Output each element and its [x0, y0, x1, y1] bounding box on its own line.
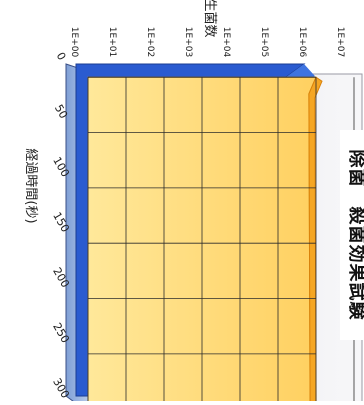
y-tick-label: 1E+01 [107, 27, 117, 57]
series-1-edge [308, 76, 323, 405]
y-tick-label: 1E+06 [297, 27, 307, 58]
y-axis-title: 生菌数 [202, 0, 217, 38]
y-tick-label: 1E+03 [183, 27, 193, 57]
y-tick-label: 1E+04 [221, 27, 231, 58]
chart-title: 除菌 殺菌効果試験 [346, 150, 364, 321]
y-tick-label: 1E+07 [335, 27, 345, 57]
y-tick-label: 1E+05 [259, 27, 269, 57]
title-panel [340, 130, 364, 340]
x-axis-title: 経過時間(秒) [23, 148, 38, 223]
y-tick-label: 1E+02 [145, 27, 155, 57]
x-tick-label: 0 [54, 50, 69, 63]
x-tick-label: 50 [52, 102, 70, 121]
y-tick-label: 1E+00 [69, 27, 79, 58]
